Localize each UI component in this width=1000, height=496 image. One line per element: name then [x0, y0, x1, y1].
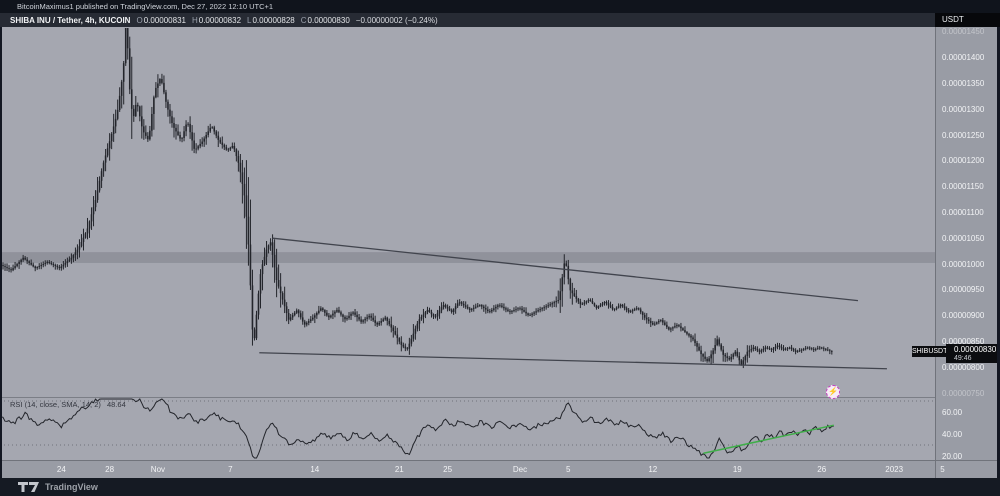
price-tick: 0.00000850 [942, 336, 985, 346]
publish-info-bar: BitcoinMaximus1 published on TradingView… [0, 0, 1000, 13]
time-tick: 2023 [885, 465, 904, 474]
support-line[interactable] [259, 352, 887, 370]
time-tick: 19 [732, 465, 742, 474]
resistance-zone[interactable] [0, 252, 935, 263]
price-tick: 0.00001200 [942, 156, 985, 166]
tradingview-logo-icon [18, 482, 39, 492]
price-tick: 0.00001000 [942, 259, 985, 269]
brand-footer: TradingView [0, 478, 1000, 496]
time-tick: 5 [566, 465, 571, 474]
rsi-indicator-legend[interactable]: RSI (14, close, SMA, 14, 2) 48.64 [10, 400, 126, 409]
price-tick: 0.00001300 [942, 104, 985, 114]
brand-wordmark[interactable]: TradingView [45, 482, 98, 492]
rsi-current-value: 48.64 [106, 400, 126, 409]
close-value: 0.00000830 [307, 15, 350, 25]
price-tick: 0.00001050 [942, 233, 985, 243]
time-tick: 25 [443, 465, 453, 474]
bar-countdown: 49:46 [954, 355, 972, 362]
rsi-legend-label: RSI (14, close, SMA, 14, 2) [10, 400, 101, 409]
last-price-value: 0.00000830 [954, 345, 997, 354]
price-tick: 0.00001100 [942, 207, 984, 217]
price-tick: 0.00000900 [942, 311, 985, 321]
time-tick: 26 [817, 465, 827, 474]
high-value: 0.00000832 [198, 15, 242, 25]
chart-background [0, 27, 935, 460]
last-price-label: 0.00000830 49:46 [946, 344, 1000, 363]
snapshot-left-edge [0, 27, 2, 478]
descending-resistance-line[interactable] [272, 237, 859, 302]
high-label: H [191, 15, 198, 25]
rsi-line [0, 398, 834, 459]
time-tick: 24 [56, 465, 66, 474]
time-tick: Dec [512, 465, 528, 474]
open-value: 0.00000831 [143, 15, 186, 25]
symbol-price-tag: SHIBUSDT [912, 346, 948, 357]
axis-corner-separator [935, 461, 936, 479]
snapshot-right-edge [997, 27, 1000, 478]
price-axis[interactable]: 0.00001450 0.00001400 0.00001350 0.00001300… [935, 27, 1000, 461]
symbol-legend-strip: SHIBA INU / Tether, 4h, KUCOIN O 0.000008… [0, 13, 1000, 27]
low-label: L [247, 15, 252, 25]
symbol-title[interactable]: SHIBA INU / Tether, 4h, KUCOIN [10, 15, 131, 25]
price-tick: 0.00001350 [942, 78, 985, 88]
price-tick: 0.00000750 [942, 388, 985, 398]
chart-canvas[interactable] [0, 27, 935, 460]
open-label: O [136, 15, 143, 25]
time-tick: 12 [648, 465, 658, 474]
price-tick: 0.00000950 [942, 285, 985, 295]
time-tick: 28 [105, 465, 115, 474]
rsi-support-trendline[interactable] [703, 424, 834, 454]
lightning-sticker-icon[interactable]: ⚡ [826, 385, 840, 399]
time-tick: 5 [940, 465, 945, 474]
price-tick: 0.00001250 [942, 130, 985, 140]
publish-line: BitcoinMaximus1 published on TradingView… [17, 2, 274, 11]
rsi-tick: 40.00 [942, 429, 963, 439]
time-tick: 7 [228, 465, 233, 474]
price-tick: 0.00001400 [942, 53, 985, 63]
rsi-tick: 60.00 [942, 407, 963, 417]
change-value: −0.00000002 (−0.24%) [355, 15, 438, 25]
quote-currency-label: USDT [935, 13, 1000, 27]
time-tick: 21 [394, 465, 404, 474]
price-tick: 0.00001450 [942, 27, 985, 37]
low-value: 0.00000828 [252, 15, 295, 25]
price-tick: 0.00000800 [942, 362, 985, 372]
rsi-tick: 20.00 [942, 451, 963, 461]
time-tick: 14 [310, 465, 320, 474]
close-label: C [300, 15, 307, 25]
time-tick: Nov [150, 465, 166, 474]
candlestick-series [0, 28, 833, 369]
price-tick: 0.00001150 [942, 182, 984, 192]
time-axis[interactable]: 24 28 Nov 7 14 21 25 Dec 5 12 19 26 2023 5 [0, 460, 1000, 479]
